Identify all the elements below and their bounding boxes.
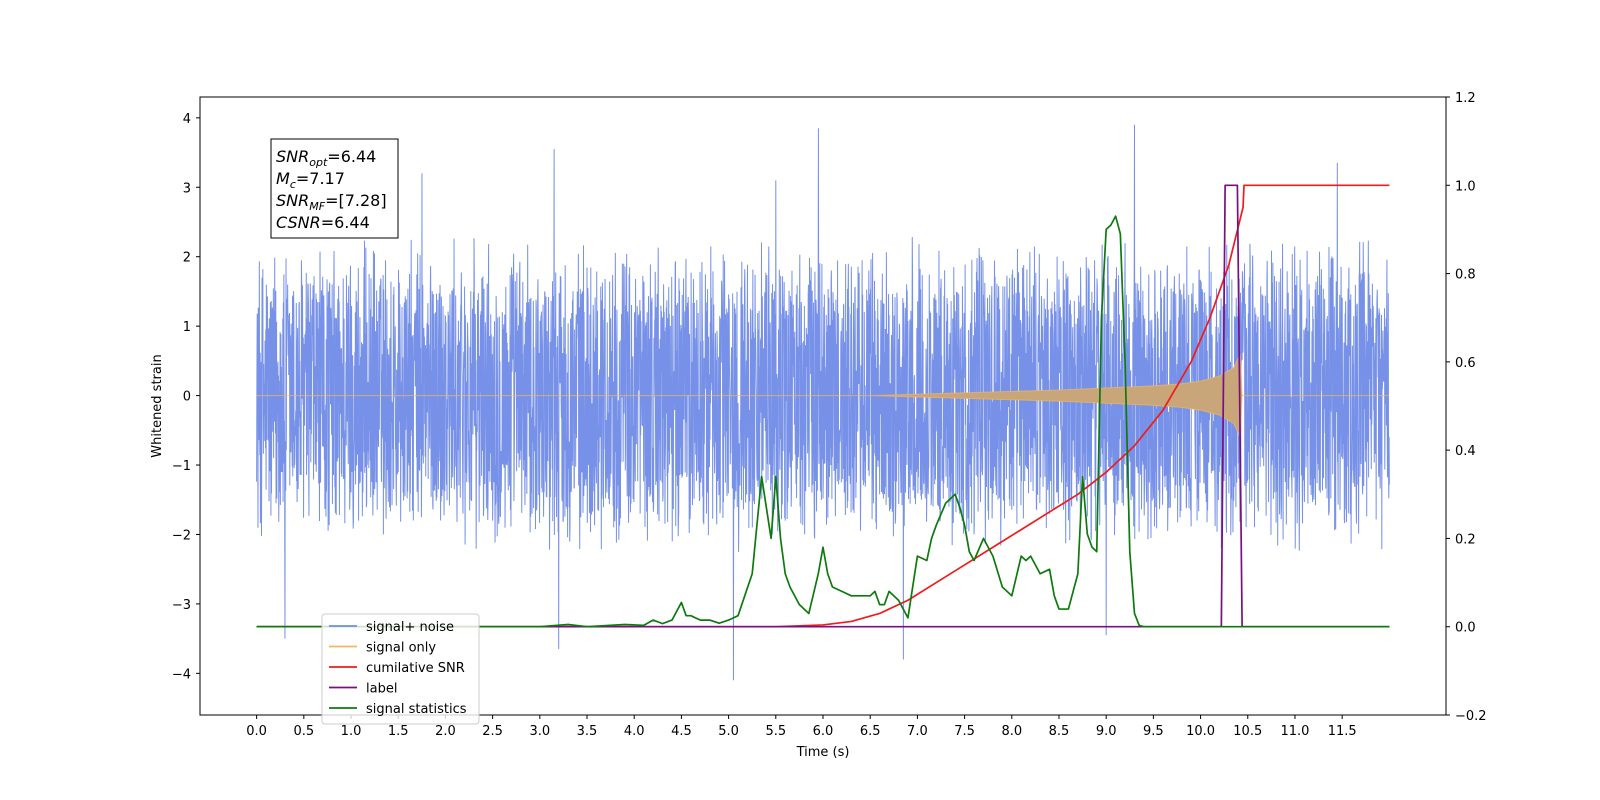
- x-tick-label: 4.0: [624, 724, 645, 739]
- y-tick-label: −4: [172, 667, 191, 682]
- y-tick-label: 2: [183, 251, 191, 266]
- annotation-subscript: c: [290, 178, 296, 191]
- x-tick-label: 0.0: [246, 724, 267, 739]
- x-tick-label: 3.5: [577, 724, 598, 739]
- y-axis-left-ticks: 4 3 2 1 0 −1 −2 −3 −4: [172, 112, 200, 682]
- annotation-name: SNR: [276, 147, 309, 166]
- x-axis-ticks: 0.0 0.5 1.0 1.5 2.0 2.5 3.0 3.5 4.0 4.5 5.0 5.5 6.0 6…: [246, 715, 1357, 739]
- series-signal-statistics: [256, 215, 1390, 628]
- x-tick-label: 9.5: [1143, 724, 1164, 739]
- x-tick-label: 8.5: [1049, 724, 1070, 739]
- x-tick-label: 10.5: [1233, 724, 1262, 739]
- annotation-line-2: SNRMF=[7.28]: [276, 191, 387, 213]
- annotation-subscript: opt: [309, 156, 328, 169]
- x-tick-label: 1.5: [388, 724, 409, 739]
- x-tick-label: 2.0: [435, 724, 456, 739]
- y-right-tick-label: 1.2: [1455, 91, 1476, 106]
- annotation-line-0: SNRopt=6.44: [276, 147, 376, 169]
- annotation-line-1: Mc=7.17: [276, 169, 345, 191]
- x-tick-label: 5.0: [718, 724, 739, 739]
- annotation-subscript: MF: [309, 200, 325, 213]
- annotation-name: CSNR: [276, 213, 321, 232]
- x-tick-label: 0.5: [293, 724, 314, 739]
- x-tick-label: 6.5: [860, 724, 881, 739]
- y-right-tick-label: 0.4: [1455, 444, 1476, 459]
- annotation-name: SNR: [276, 191, 309, 210]
- annotation-value: =[7.28]: [325, 191, 387, 210]
- y-tick-label: 3: [183, 181, 191, 196]
- annotation-value: =6.44: [327, 147, 376, 166]
- x-tick-label: 9.0: [1096, 724, 1117, 739]
- series-cumulative-snr: [256, 184, 1390, 628]
- y-tick-label: −2: [172, 528, 191, 543]
- y-right-tick-label: 0.0: [1455, 621, 1476, 636]
- x-tick-label: 4.5: [671, 724, 692, 739]
- y-tick-label: −1: [172, 459, 191, 474]
- y-tick-label: −3: [172, 598, 191, 613]
- y-tick-label: 0: [183, 390, 191, 405]
- x-tick-label: 2.5: [482, 724, 503, 739]
- annotation-name: M: [276, 169, 290, 188]
- series-signal-only: [256, 353, 1390, 438]
- y-tick-label: 4: [183, 112, 191, 127]
- series-label: [256, 184, 1390, 628]
- label-line: [256, 184, 1390, 628]
- legend-label: cumilative SNR: [366, 661, 465, 676]
- annotation-value: =6.44: [321, 213, 370, 232]
- signal-only-line: [256, 353, 1390, 438]
- legend-frame: [321, 613, 480, 725]
- signal-noise-line: [256, 124, 1390, 681]
- x-tick-label: 10.0: [1186, 724, 1215, 739]
- x-tick-label: 7.5: [954, 724, 975, 739]
- x-tick-label: 1.0: [341, 724, 362, 739]
- legend-label: signal only: [366, 641, 436, 656]
- y-axis-right-ticks: 1.2 1.0 0.8 0.6 0.4 0.2 0.0 −0.2: [1446, 91, 1487, 724]
- x-tick-label: 11.5: [1328, 724, 1357, 739]
- series-signal-noise: [256, 124, 1390, 681]
- cumulative-snr-line: [256, 184, 1390, 628]
- y-axis-label: Whitened strain: [150, 354, 165, 457]
- signal-statistics-line: [256, 215, 1390, 628]
- y-tick-label: 1: [183, 320, 191, 335]
- y-right-tick-label: −0.2: [1455, 709, 1487, 724]
- annotation-frame: [270, 138, 399, 239]
- x-tick-label: 7.0: [907, 724, 928, 739]
- legend: signal+ noise signal only cumilative SNR la…: [321, 613, 480, 725]
- x-tick-label: 6.0: [813, 724, 834, 739]
- legend-label: signal statistics: [366, 702, 467, 717]
- legend-label: signal+ noise: [366, 620, 454, 635]
- x-tick-label: 3.0: [529, 724, 550, 739]
- annotation-line-3: CSNR=6.44: [276, 213, 370, 232]
- x-tick-label: 5.5: [765, 724, 786, 739]
- y-right-tick-label: 0.8: [1455, 268, 1476, 283]
- x-axis-label: Time (s): [796, 745, 850, 760]
- y-right-tick-label: 0.6: [1455, 356, 1476, 371]
- y-right-tick-label: 0.2: [1455, 532, 1476, 547]
- x-tick-label: 11.0: [1280, 724, 1309, 739]
- x-tick-label: 8.0: [1001, 724, 1022, 739]
- annotation-value: =7.17: [296, 169, 345, 188]
- y-right-tick-label: 1.0: [1455, 179, 1476, 194]
- legend-label: label: [366, 682, 397, 697]
